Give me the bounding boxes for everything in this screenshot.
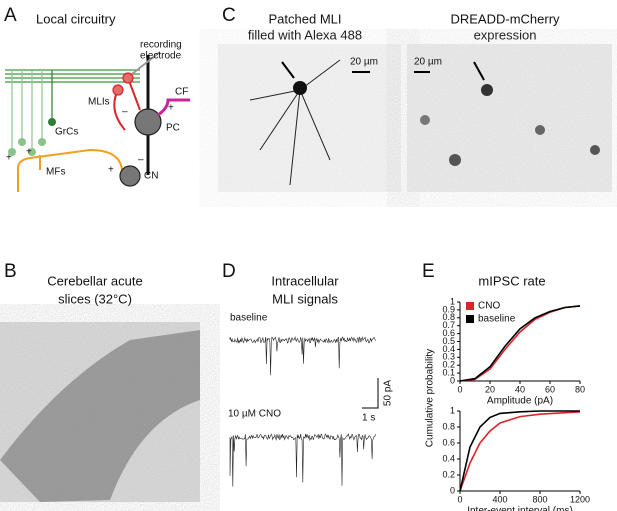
panel-letter: E <box>422 261 435 282</box>
y-tick-label: 0.8 <box>442 312 455 322</box>
scale-label: 20 µm <box>414 57 442 68</box>
panel-title: MLI signals <box>272 291 338 306</box>
image-title: filled with Alexa 488 <box>248 27 362 42</box>
y-tick-label: 1 <box>450 405 455 415</box>
panel-letter: B <box>4 261 17 282</box>
y-tick-label: 0 <box>450 375 455 385</box>
data-line <box>459 410 580 492</box>
image-title: expression <box>474 27 537 42</box>
x-tick-label: 800 <box>532 494 547 504</box>
y-tick-label: 0.2 <box>442 360 455 370</box>
image-title: Patched MLI <box>269 11 342 26</box>
scale-label: 20 µm <box>350 57 378 68</box>
circuit-diagram <box>5 51 190 192</box>
x-tick-label: 60 <box>545 384 555 394</box>
sign: + <box>108 165 114 176</box>
y-tick-label: 0.5 <box>442 336 455 346</box>
scale-bar <box>362 378 379 409</box>
y-tick-label: 0.4 <box>442 344 455 354</box>
panel-letter: D <box>222 261 236 282</box>
x-tick-label: 0 <box>457 494 462 504</box>
data-line <box>459 305 581 382</box>
y-tick-label: 0.6 <box>442 328 455 338</box>
sign: + <box>26 147 32 158</box>
scale-label: 50 pA <box>383 380 394 406</box>
trace <box>229 336 376 376</box>
x-tick-label: 400 <box>492 494 507 504</box>
legend-label: baseline <box>478 314 516 325</box>
data-line <box>459 411 581 492</box>
micrograph <box>218 44 401 192</box>
y-tick-label: 0.9 <box>442 304 455 314</box>
diagram-label: electrode <box>140 51 182 62</box>
panel-letter: A <box>4 5 17 26</box>
charts: 00.10.20.30.40.50.60.70.80.910 20 40 60 80Am… <box>425 273 590 511</box>
panel-title: Cerebellar acute <box>47 273 142 288</box>
y-tick-label: 0.1 <box>442 367 455 377</box>
chart-title: mIPSC rate <box>478 273 545 288</box>
sign: + <box>168 103 174 114</box>
y-tick-label: 0 <box>450 485 455 495</box>
diagram-label: CF <box>175 87 188 98</box>
trace-label: baseline <box>230 313 268 324</box>
diagram-label: MFs <box>46 167 65 178</box>
y-tick-label: 0.7 <box>442 320 455 330</box>
diagram-label: PC <box>166 123 180 134</box>
x-tick-label: 80 <box>575 384 585 394</box>
diagram-label: MLIs <box>88 97 110 108</box>
x-tick-label: 20 <box>485 384 495 394</box>
y-tick-label: 0.2 <box>442 469 455 479</box>
traces <box>229 336 376 487</box>
sign: + <box>6 153 12 164</box>
panel-title: Local circuitry <box>36 11 116 26</box>
legend-swatch <box>466 302 474 310</box>
micrograph <box>407 44 612 192</box>
image-title: DREADD-mCherry <box>450 11 560 26</box>
trace <box>229 433 376 487</box>
legend-label: CNO <box>478 301 500 312</box>
panel-title: slices (32°C) <box>58 291 132 306</box>
sign: – <box>138 155 144 166</box>
y-tick-label: 0.3 <box>442 352 455 362</box>
y-tick-label: 0.8 <box>442 421 455 431</box>
x-tick-label: 40 <box>515 384 525 394</box>
scale-label: 1 s <box>362 413 375 424</box>
y-axis-label: Cumulative probability <box>425 349 436 447</box>
diagram-label: CN <box>144 171 158 182</box>
diagram-label: recording <box>140 40 182 51</box>
y-tick-label: 0.4 <box>442 453 455 463</box>
y-tick-label: 0.6 <box>442 437 455 447</box>
legend-swatch <box>466 315 474 323</box>
y-tick-label: 1 <box>450 296 455 306</box>
x-tick-label: 1200 <box>570 494 590 504</box>
trace-label: 10 µM CNO <box>228 409 281 420</box>
panel-letter: C <box>222 5 236 26</box>
x-axis-label: Amplitude (pA) <box>487 396 553 407</box>
sign: – <box>122 107 128 118</box>
panel-title: Intracellular <box>271 273 339 288</box>
slice-image <box>0 322 200 502</box>
x-axis-label: Inter-event interval (ms) <box>467 506 573 511</box>
diagram-label: GrCs <box>55 127 78 138</box>
x-tick-label: 0 <box>457 384 462 394</box>
